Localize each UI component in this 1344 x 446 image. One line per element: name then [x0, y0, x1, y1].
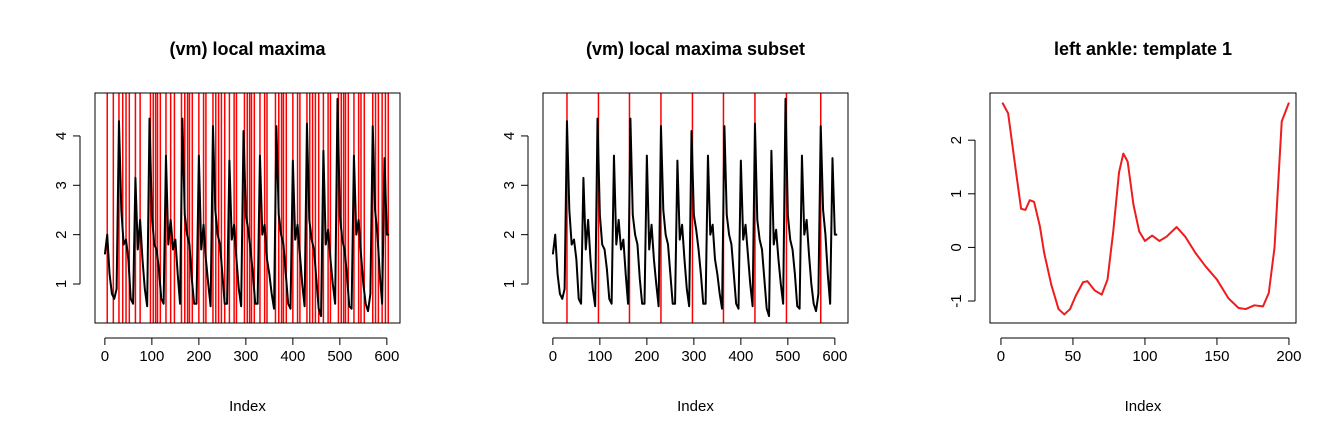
x-tick-label: 300	[233, 348, 258, 365]
plot-box	[542, 92, 849, 324]
chart-title: left ankle: template 1	[1054, 39, 1232, 59]
x-tick-label: 200	[186, 348, 211, 365]
y-tick-label: 3	[501, 181, 518, 189]
x-tick-label: 400	[280, 348, 305, 365]
y-tick-label: 3	[53, 181, 70, 189]
x-tick-label: 500	[327, 348, 352, 365]
x-tick-label: 200	[1276, 348, 1301, 365]
x-tick-label: 0	[997, 348, 1005, 365]
x-tick-label: 150	[1204, 348, 1229, 365]
x-tick-label: 500	[775, 348, 800, 365]
plot-box	[94, 92, 401, 324]
data-line	[1001, 102, 1290, 316]
x-tick-label: 100	[587, 348, 612, 365]
x-tick-label: 0	[549, 348, 557, 365]
x-axis-label: Index	[229, 398, 266, 415]
x-tick-label: 100	[139, 348, 164, 365]
data-line	[551, 97, 838, 318]
y-tick-label: 4	[53, 132, 70, 140]
y-tick-label: 2	[948, 136, 965, 144]
x-tick-label: 600	[374, 348, 399, 365]
data-line	[103, 97, 390, 318]
chart-title: (vm) local maxima	[169, 39, 326, 59]
plot-box	[989, 92, 1297, 324]
x-tick-label: 50	[1065, 348, 1082, 365]
y-tick-label: 2	[501, 230, 518, 238]
x-tick-label: 0	[101, 348, 109, 365]
x-tick-label: 100	[1132, 348, 1157, 365]
y-tick-label: 1	[501, 280, 518, 288]
y-tick-label: 1	[53, 280, 70, 288]
x-tick-label: 200	[634, 348, 659, 365]
y-tick-label: 4	[501, 132, 518, 140]
x-axis-label: Index	[1125, 398, 1162, 415]
y-tick-label: 1	[948, 190, 965, 198]
y-tick-label: 0	[948, 243, 965, 251]
x-tick-label: 600	[822, 348, 847, 365]
x-tick-label: 400	[728, 348, 753, 365]
x-tick-label: 300	[681, 348, 706, 365]
x-axis-label: Index	[677, 398, 714, 415]
y-tick-label: 2	[53, 230, 70, 238]
y-tick-label: -1	[948, 294, 965, 307]
chart-title: (vm) local maxima subset	[586, 39, 805, 59]
